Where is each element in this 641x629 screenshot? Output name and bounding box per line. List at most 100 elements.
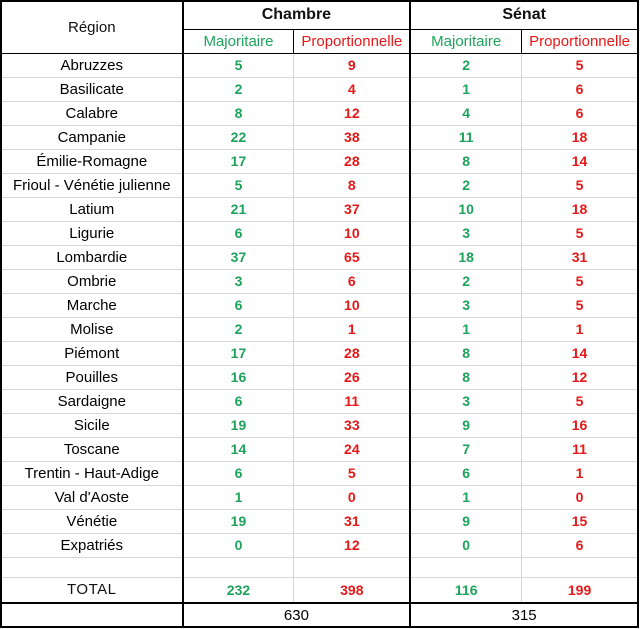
table-row: Piémont 17 28 8 14 [1, 340, 638, 365]
senat-majoritaire-cell: 8 [409, 364, 522, 389]
table-row: Lombardie 37 65 18 31 [1, 244, 638, 269]
table-row: Frioul - Vénétie julienne 5 8 2 5 [1, 172, 638, 197]
chambre-proportionnelle-cell: 9 [293, 52, 411, 77]
senat-majoritaire-cell: 18 [409, 244, 522, 269]
senat-majoritaire-cell: 3 [409, 388, 522, 413]
chambre-proportionnelle-cell: 31 [293, 508, 411, 533]
table-row: Sardaigne 6 11 3 5 [1, 388, 638, 413]
table-row: Abruzzes 5 9 2 5 [1, 52, 638, 77]
senat-proportionnelle-cell: 18 [521, 196, 638, 221]
region-column-header: Région [0, 0, 184, 54]
table-row: Val d'Aoste 1 0 1 0 [1, 484, 638, 509]
senat-proportionnelle-cell: 6 [521, 532, 638, 557]
senat-proportionnelle-cell: 31 [521, 244, 638, 269]
grand-total-chambre: 630 [181, 602, 411, 627]
senat-proportionnelle-cell: 14 [521, 148, 638, 173]
table-row: Calabre 8 12 4 6 [1, 100, 638, 125]
region-cell: Ligurie [1, 220, 183, 245]
region-cell: Campanie [1, 124, 183, 149]
chambre-majoritaire-cell: 6 [181, 460, 294, 485]
chambre-proportionnelle-cell: 10 [293, 292, 411, 317]
chambre-majoritaire-cell: 37 [181, 244, 294, 269]
senat-majoritaire-cell: 3 [409, 292, 522, 317]
senat-majoritaire-cell: 2 [409, 52, 522, 77]
region-cell: Expatriés [1, 532, 183, 557]
senat-proportionnelle-cell: 1 [521, 316, 638, 341]
senat-majoritaire-cell: 0 [409, 532, 522, 557]
table-footer: TOTAL 232 398 116 199 630 315 [1, 556, 638, 627]
chambre-majoritaire-cell: 1 [181, 484, 294, 509]
region-cell: Toscane [1, 436, 183, 461]
chambre-proportionnelle-cell: 28 [293, 148, 411, 173]
total-senat-majoritaire: 116 [409, 576, 522, 603]
table-row: Latium 21 37 10 18 [1, 196, 638, 221]
senat-proportionnelle-cell: 15 [521, 508, 638, 533]
table-row: Toscane 14 24 7 11 [1, 436, 638, 461]
senat-proportionnelle-cell: 16 [521, 412, 638, 437]
chambre-majoritaire-cell: 14 [181, 436, 294, 461]
region-cell: Pouilles [1, 364, 183, 389]
total-senat-proportionnelle: 199 [521, 576, 638, 603]
table-row: Ombrie 3 6 2 5 [1, 268, 638, 293]
chambre-majoritaire-cell: 0 [181, 532, 294, 557]
senat-majoritaire-cell: 2 [409, 268, 522, 293]
senat-proportionnelle-cell: 5 [521, 388, 638, 413]
senat-group-header: Sénat [409, 0, 639, 30]
chambre-proportionnelle-header: Proportionnelle [293, 28, 411, 54]
chambre-majoritaire-cell: 17 [181, 340, 294, 365]
chambre-proportionnelle-cell: 26 [293, 364, 411, 389]
chambre-majoritaire-header: Majoritaire [181, 28, 295, 54]
chambre-proportionnelle-cell: 38 [293, 124, 411, 149]
chambre-majoritaire-cell: 6 [181, 292, 294, 317]
region-cell: Molise [1, 316, 183, 341]
senat-majoritaire-header: Majoritaire [409, 28, 523, 54]
chambre-group-header: Chambre [181, 0, 411, 30]
chambre-majoritaire-cell: 5 [181, 172, 294, 197]
senat-majoritaire-cell: 2 [409, 172, 522, 197]
table-header: Région Chambre Sénat Majoritaire Proport… [0, 0, 639, 54]
table-row: Marche 6 10 3 5 [1, 292, 638, 317]
grand-total-empty-cell [1, 602, 183, 627]
senat-proportionnelle-cell: 6 [521, 100, 638, 125]
table-row: Pouilles 16 26 8 12 [1, 364, 638, 389]
chambre-majoritaire-cell: 21 [181, 196, 294, 221]
senat-proportionnelle-cell: 5 [521, 52, 638, 77]
chambre-majoritaire-cell: 19 [181, 508, 294, 533]
senat-proportionnelle-cell: 5 [521, 220, 638, 245]
table-body: Abruzzes 5 9 2 5 Basilicate 2 4 1 6 Cala… [1, 52, 638, 557]
region-cell: Abruzzes [1, 52, 183, 77]
senat-proportionnelle-cell: 12 [521, 364, 638, 389]
region-cell: Basilicate [1, 76, 183, 101]
chambre-majoritaire-cell: 22 [181, 124, 294, 149]
region-cell: Calabre [1, 100, 183, 125]
senat-majoritaire-cell: 1 [409, 76, 522, 101]
region-cell: Ombrie [1, 268, 183, 293]
chambre-majoritaire-cell: 19 [181, 412, 294, 437]
table-row: Molise 2 1 1 1 [1, 316, 638, 341]
table-row: Campanie 22 38 11 18 [1, 124, 638, 149]
senat-majoritaire-cell: 9 [409, 508, 522, 533]
senat-proportionnelle-cell: 5 [521, 172, 638, 197]
chambre-majoritaire-cell: 8 [181, 100, 294, 125]
senat-majoritaire-cell: 4 [409, 100, 522, 125]
senat-proportionnelle-cell: 0 [521, 484, 638, 509]
senat-proportionnelle-cell: 5 [521, 268, 638, 293]
table-row: Émilie-Romagne 17 28 8 14 [1, 148, 638, 173]
chambre-proportionnelle-cell: 12 [293, 100, 411, 125]
senat-proportionnelle-cell: 11 [521, 436, 638, 461]
chambre-proportionnelle-cell: 11 [293, 388, 411, 413]
senat-proportionnelle-header: Proportionnelle [521, 28, 639, 54]
senat-majoritaire-cell: 1 [409, 484, 522, 509]
region-cell: Latium [1, 196, 183, 221]
chambre-proportionnelle-cell: 6 [293, 268, 411, 293]
table-row: Trentin - Haut-Adige 6 5 6 1 [1, 460, 638, 485]
chambre-proportionnelle-cell: 37 [293, 196, 411, 221]
chambre-proportionnelle-cell: 10 [293, 220, 411, 245]
senat-proportionnelle-cell: 6 [521, 76, 638, 101]
table-row: Vénétie 19 31 9 15 [1, 508, 638, 533]
chambre-majoritaire-cell: 2 [181, 76, 294, 101]
total-label: TOTAL [1, 576, 183, 603]
senat-majoritaire-cell: 1 [409, 316, 522, 341]
total-chambre-proportionnelle: 398 [293, 576, 411, 603]
